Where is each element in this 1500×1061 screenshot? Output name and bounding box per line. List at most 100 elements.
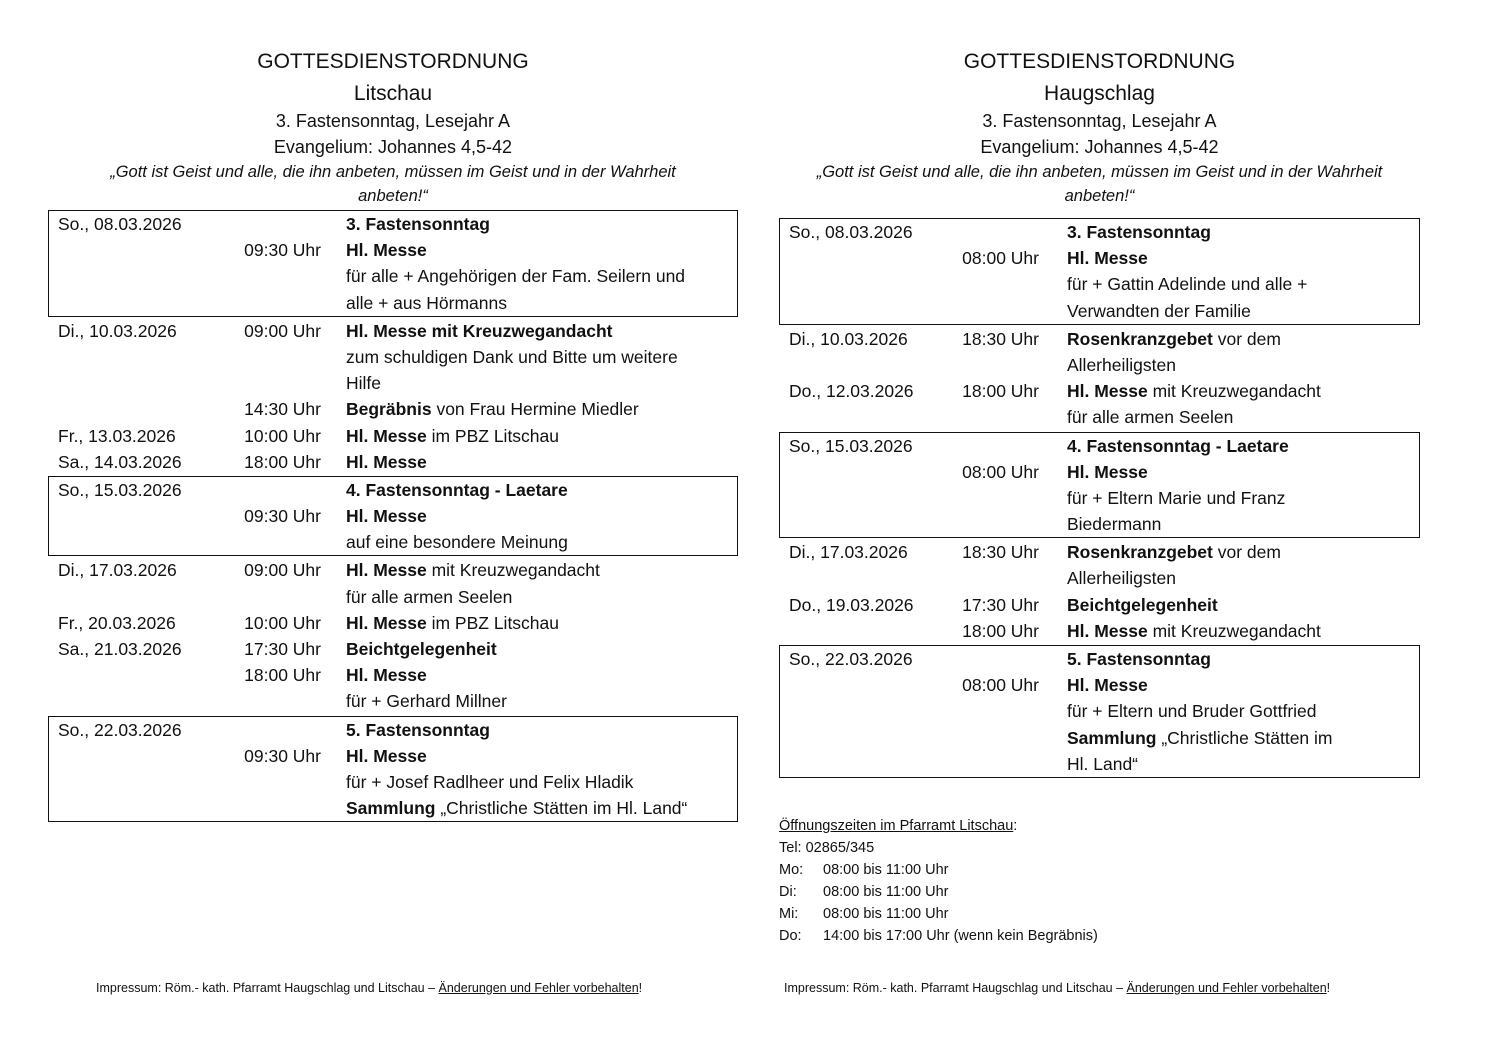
service-description: Hl. Messe mit Kreuzwegandacht [346, 318, 612, 344]
haugschlag-schedule: GOTTESDIENSTORDNUNG Haugschlag 3. Fasten… [779, 0, 1420, 1061]
quote-line-1: „Gott ist Geist und alle, die ihn anbete… [816, 163, 1383, 181]
service-detail: für + Gattin Adelinde und alle + [1067, 274, 1308, 295]
service-time: 08:00 Uhr [962, 675, 1039, 696]
service-time: 10:00 Uhr [244, 612, 321, 633]
service-time: 18:30 Uhr [962, 542, 1039, 563]
schedule-row: 14:30 Uhr Begräbnis von Frau Hermine Mied… [49, 396, 737, 422]
service-description: Hl. Messe [1067, 459, 1148, 485]
schedule-row: Sa., 14.03.2026 18:00 Uhr Hl. Messe [49, 449, 737, 475]
schedule-row: Do., 12.03.2026 18:00 Uhr Hl. Messe mit Kr… [780, 378, 1419, 404]
service-date: Sa., 21.03.2026 [58, 639, 182, 659]
service-detail: für alle armen Seelen [346, 586, 513, 607]
sunday-block: So., 08.03.2026 3. Fastensonntag 09:30 Uhr… [48, 210, 738, 317]
imprint-suffix: ! [638, 981, 643, 995]
service-date: Di., 10.03.2026 [789, 328, 908, 349]
schedule-row: Fr., 20.03.2026 10:00 Uhr Hl. Messe im PBZ… [49, 610, 737, 636]
imprint-footer: Impressum: Röm.- kath. Pfarramt Haugschl… [96, 981, 642, 995]
service-time: 18:00 Uhr [962, 381, 1039, 402]
schedule-row: Sa., 21.03.2026 17:30 Uhr Beichtgelegenhei… [49, 636, 737, 662]
gospel-reference: Evangelium: Johannes 4,5-42 [273, 137, 513, 157]
service-detail: mit Kreuzwegandacht [426, 560, 600, 581]
schedule-row: 18:00 Uhr Hl. Messe [49, 662, 737, 688]
service-date: Fr., 20.03.2026 [58, 612, 176, 633]
service-description: für + Gerhard Millner [346, 688, 507, 714]
office-hours: Öffnungszeiten im Pfarramt Litschau: Tel… [779, 815, 1098, 947]
service-description: zum schuldigen Dank und Bitte um weitere [346, 344, 678, 370]
schedule-row: So., 22.03.2026 5. Fastensonntag [780, 646, 1419, 672]
service-time: 09:30 Uhr [244, 240, 321, 261]
service-type: Hl. Messe [346, 612, 427, 633]
service-description: Allerheiligsten [1067, 352, 1176, 378]
service-description: Verwandten der Familie [1067, 298, 1251, 324]
schedule-row: Sammlung „Christliche Stätten im Hl. Lan… [49, 795, 737, 821]
office-heading: Öffnungszeiten im Pfarramt Litschau: [779, 815, 1098, 837]
schedule-row: Biedermann [780, 511, 1419, 537]
service-description: 3. Fastensonntag [346, 211, 490, 237]
service-detail: im PBZ Litschau [426, 425, 560, 446]
service-detail: vor dem [1212, 542, 1281, 563]
service-detail: für + Gerhard Millner [346, 691, 507, 712]
schedule-row: Di., 10.03.2026 18:30 Uhr Rosenkranzgebet … [780, 326, 1419, 352]
schedule-row: für alle armen Seelen [780, 404, 1419, 430]
weekday-block: Di., 10.03.2026 18:30 Uhr Rosenkranzgebet … [779, 325, 1420, 432]
service-detail: auf eine besondere Meinung [346, 532, 568, 553]
service-description: Hl. Messe mit Kreuzwegandacht [1067, 618, 1321, 644]
service-detail: Allerheiligsten [1067, 568, 1176, 589]
service-date: Sa., 14.03.2026 [58, 451, 182, 472]
service-detail: Verwandten der Familie [1067, 300, 1251, 321]
service-time: 17:30 Uhr [962, 594, 1039, 615]
service-description: 3. Fastensonntag [1067, 219, 1211, 245]
service-description: Hl. Messe im PBZ Litschau [346, 610, 559, 636]
schedule-row: Di., 17.03.2026 09:00 Uhr Hl. Messe mit Kr… [49, 557, 737, 583]
service-date: Di., 10.03.2026 [58, 320, 177, 341]
service-type: 4. Fastensonntag - Laetare [1067, 435, 1289, 456]
schedule-row: alle + aus Hörmanns [49, 290, 737, 316]
office-hours-row: Mi: 08:00 bis 11:00 Uhr [779, 903, 1098, 925]
service-type: Hl. Messe [346, 506, 427, 527]
office-day: Mo: [779, 862, 804, 878]
service-detail: „Christliche Stätten im [1156, 727, 1333, 748]
service-detail: Allerheiligsten [1067, 354, 1176, 375]
service-date: So., 08.03.2026 [58, 214, 182, 234]
page-title: GOTTESDIENSTORDNUNG [257, 50, 529, 73]
sunday-block: So., 15.03.2026 4. Fastensonntag - Laetar… [779, 431, 1420, 539]
schedule-row: Sammlung „Christliche Stätten im [780, 725, 1419, 751]
disclaimer-text: Änderungen und Fehler vorbehalten [438, 981, 639, 995]
service-type: 3. Fastensonntag [346, 214, 490, 234]
parish-name: Litschau [353, 82, 433, 105]
schedule-row: für alle armen Seelen [49, 584, 737, 610]
schedule-row: 09:30 Uhr Hl. Messe [49, 503, 737, 529]
service-type: Hl. Messe [346, 665, 427, 686]
sunday-block: So., 08.03.2026 3. Fastensonntag 08:00 Uhr… [779, 218, 1420, 325]
service-detail: zum schuldigen Dank und Bitte um weitere [346, 346, 678, 367]
parish-name: Haugschlag [1044, 82, 1155, 105]
schedule-row: für alle + Angehörigen der Fam. Seilern … [49, 263, 737, 289]
office-time: 08:00 bis 11:00 Uhr [823, 884, 949, 900]
service-type: 5. Fastensonntag [1067, 649, 1211, 669]
service-detail: für + Josef Radlheer und Felix Hladik [346, 771, 634, 792]
service-description: Beichtgelegenheit [1067, 592, 1218, 618]
schedule-row: für + Gerhard Millner [49, 688, 737, 714]
service-detail: für alle armen Seelen [1067, 407, 1234, 428]
service-description: Hl. Messe [1067, 245, 1148, 271]
office-hours-row: Do: 14:00 bis 17:00 Uhr (wenn kein Begräb… [779, 925, 1098, 947]
service-date: Di., 17.03.2026 [58, 560, 177, 581]
service-description: Hl. Messe [346, 449, 427, 475]
service-description: Beichtgelegenheit [346, 636, 497, 662]
service-type: Hl. Messe [1067, 461, 1148, 482]
service-description: Biedermann [1067, 511, 1161, 537]
service-time: 08:00 Uhr [962, 248, 1039, 269]
office-phone: Tel: 02865/345 [779, 840, 875, 856]
service-detail: vor dem [1212, 328, 1281, 349]
schedule-table: So., 08.03.2026 3. Fastensonntag 08:00 Uhr… [779, 218, 1420, 778]
quote-line-1: „Gott ist Geist und alle, die ihn anbete… [110, 163, 676, 181]
service-description: 4. Fastensonntag - Laetare [1067, 433, 1289, 459]
schedule-row: für + Eltern und Bruder Gottfried [780, 698, 1419, 724]
schedule-row: Do., 19.03.2026 17:30 Uhr Beichtgelegenhei… [780, 592, 1419, 618]
service-description: 5. Fastensonntag [1067, 646, 1211, 672]
weekday-block: Di., 17.03.2026 18:30 Uhr Rosenkranzgebet … [779, 538, 1420, 645]
imprint-text: Impressum: Röm.- kath. Pfarramt Haugschl… [784, 981, 1127, 995]
weekday-block: Di., 10.03.2026 09:00 Uhr Hl. Messe mit Kr… [48, 317, 738, 476]
schedule-row: Hilfe [49, 370, 737, 396]
sunday-heading: 3. Fastensonntag, Lesejahr A [982, 111, 1217, 131]
